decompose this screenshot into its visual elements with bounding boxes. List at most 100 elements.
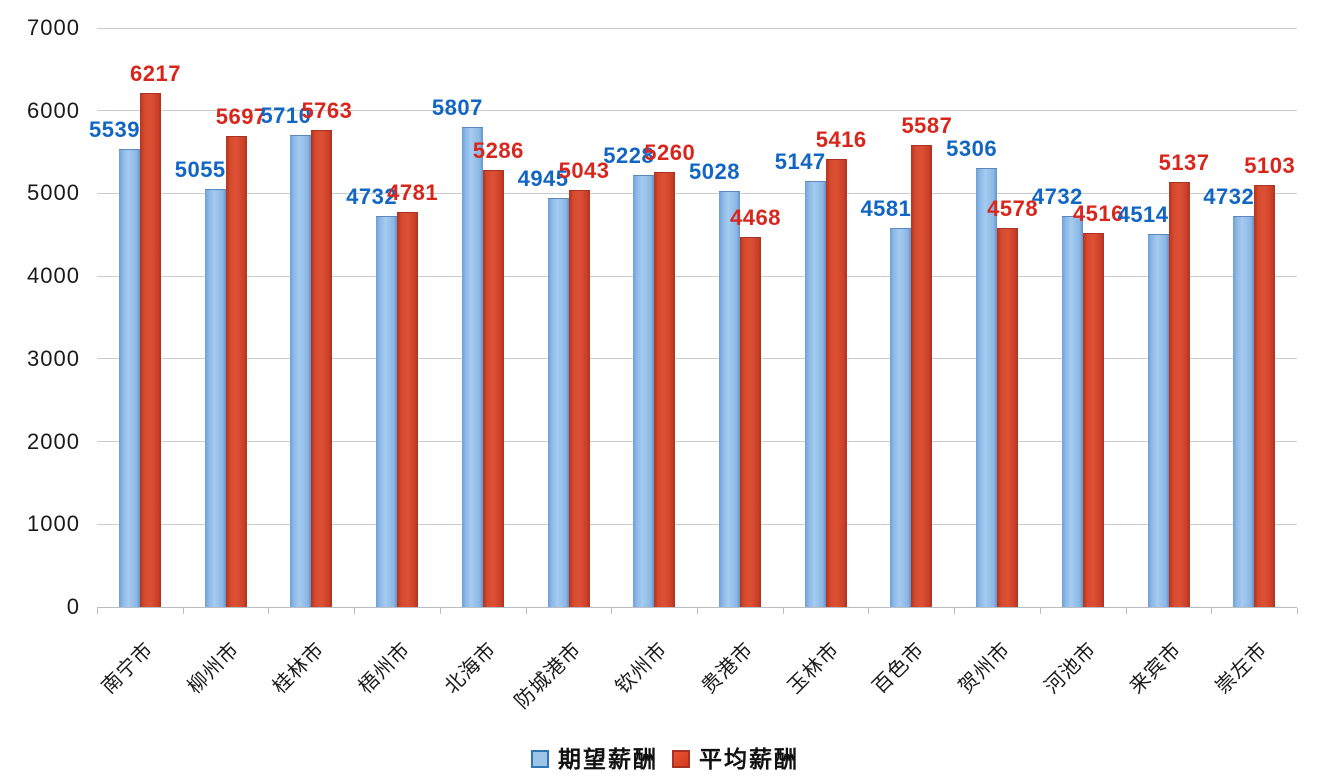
y-axis-tick-label: 4000 [27,263,80,289]
x-axis-category-label: 防城港市 [511,638,587,714]
expected-salary-bar [719,191,740,607]
y-axis-tick-label: 7000 [27,15,80,40]
expected-salary-value-label: 4581 [860,196,912,222]
x-axis-tick [440,608,441,614]
x-axis-category-label: 河池市 [1040,638,1101,699]
x-axis-tick [97,608,98,614]
x-axis-category-label: 百色市 [868,638,930,699]
average-salary-value-label: 5103 [1244,152,1296,178]
x-axis-category-label: 柳州市 [183,638,244,699]
expected-salary-bar [1147,233,1169,607]
gridline-1000 [97,523,1297,525]
average-salary-bar [654,171,676,607]
x-axis-tick [1297,608,1298,614]
average-salary-value-label: 5587 [901,112,953,138]
x-axis-tick [354,608,355,614]
x-axis-tick [268,608,269,614]
average-salary-bar [225,135,247,607]
legend-label-average-salary: 平均薪酬 [699,746,799,772]
average-salary-value-label: 4468 [730,205,781,231]
expected-salary-value-label: 5055 [174,156,226,182]
y-axis-tick-label: 6000 [27,97,80,123]
average-salary-value-label: 4781 [387,179,439,205]
expected-salary-value-label: 4732 [1203,183,1255,209]
average-salary-bar [311,130,333,607]
average-salary-value-label: 5697 [215,103,267,129]
x-axis-tick [783,608,784,614]
average-salary-bar [568,189,590,607]
average-salary-swatch-icon [672,750,690,768]
x-axis-tick [1126,608,1127,614]
expected-salary-bar [633,174,655,607]
average-salary-bar [997,228,1019,607]
x-axis-tick [1040,608,1041,614]
x-axis-tick [868,608,869,614]
expected-salary-value-label: 5028 [689,159,740,185]
y-axis-tick-label: 1000 [27,511,80,537]
x-axis-category-label: 玉林市 [783,638,844,699]
legend-item-average-salary: 平均薪酬 [672,746,799,772]
average-salary-value-label: 5043 [558,157,610,183]
expected-salary-value-label: 5147 [774,149,826,175]
x-axis-category-label: 贵港市 [697,638,758,699]
x-axis-tick [183,608,184,614]
y-axis-tick-label: 3000 [27,345,80,371]
x-axis-tick [954,608,955,614]
x-axis-category-label: 南宁市 [97,638,158,699]
average-salary-value-label: 6217 [130,60,181,86]
x-axis-category-label: 钦州市 [611,638,672,699]
expected-salary-value-label: 5228 [603,142,655,168]
expected-salary-bar [461,126,483,607]
x-axis-line [97,607,1297,608]
expected-salary-bar [1233,215,1255,607]
average-salary-bar [740,237,761,607]
x-axis-tick [1211,608,1212,614]
x-axis-tick [697,608,698,614]
x-axis-tick [526,608,527,614]
expected-salary-bar [119,148,140,607]
x-axis-tick [611,608,612,614]
expected-salary-bar [290,134,312,607]
x-axis-category-label: 北海市 [440,638,501,699]
expected-salary-value-label: 5539 [89,116,140,142]
expected-salary-value-label: 4732 [1031,183,1083,209]
chart-legend: 期望薪酬 平均薪酬 [0,742,1330,776]
expected-salary-swatch-icon [531,750,549,768]
expected-salary-value-label: 5807 [431,94,483,120]
average-salary-bar [1168,182,1190,607]
average-salary-value-label: 4578 [987,196,1039,222]
gridline-4000 [97,275,1297,277]
x-axis-category-label: 来宾市 [1126,638,1187,699]
legend-item-expected-salary: 期望薪酬 [531,746,658,772]
expected-salary-bar [804,181,826,607]
x-axis-category-label: 梧州市 [354,638,415,699]
gridline-3000 [97,358,1297,360]
average-salary-bar [825,159,847,607]
expected-salary-value-label: 5306 [946,136,998,162]
average-salary-value-label: 5260 [644,139,696,165]
gridline-5000 [97,192,1297,194]
average-salary-value-label: 5416 [815,127,867,153]
expected-salary-value-label: 5710 [260,102,312,128]
average-salary-bar [397,211,419,607]
x-axis-category-label: 崇左市 [1211,638,1272,699]
gridline-6000 [97,110,1297,112]
x-axis-category-label: 贺州市 [954,638,1015,699]
average-salary-bar [1082,233,1104,607]
y-axis-tick-label: 0 [66,594,80,619]
average-salary-value-label: 5137 [1158,150,1210,176]
expected-salary-bar [1061,215,1083,607]
expected-salary-value-label: 4945 [517,165,569,191]
gridline-7000 [97,27,1297,29]
average-salary-bar [1254,184,1276,607]
expected-salary-bar [204,188,226,607]
x-axis-category-label: 桂林市 [268,638,330,699]
average-salary-bar [482,169,504,607]
average-salary-value-label: 4516 [1072,201,1124,227]
average-salary-bar [911,144,933,607]
gridline-2000 [97,441,1297,443]
average-salary-bar [140,92,161,607]
expected-salary-value-label: 4732 [346,183,398,209]
expected-salary-bar [890,228,912,607]
